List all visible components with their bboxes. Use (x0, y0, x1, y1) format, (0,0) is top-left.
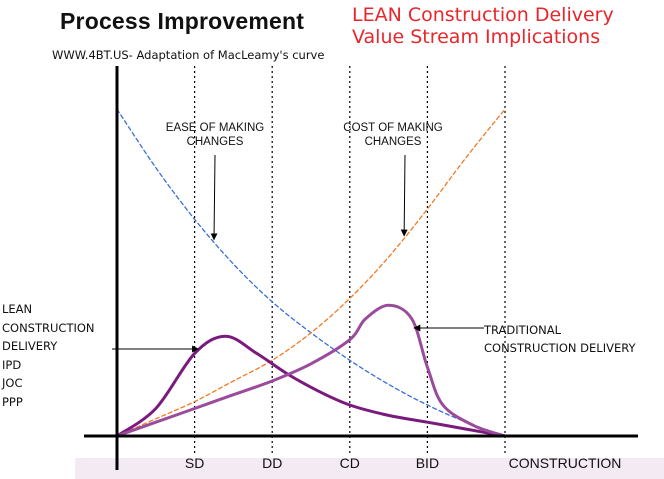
cost-curve (116, 108, 506, 437)
x-tick-label: SD (185, 455, 204, 471)
ease-label: EASE OF MAKING CHANGES (166, 122, 264, 148)
cost-arrow (400, 154, 408, 237)
x-tick-label: DD (262, 455, 282, 471)
lean-label-list: LEAN CONSTRUCTION DELIVERY IPD JOC PPP (2, 300, 95, 411)
red-heading-line1: LEAN Construction Delivery (352, 4, 614, 26)
lean-label-line: DELIVERY (2, 339, 58, 353)
bottom-band (75, 458, 664, 479)
x-tick-label: CD (340, 455, 360, 471)
red-heading-line2: Value Stream Implications (352, 26, 601, 48)
lean-label-line: CONSTRUCTION (2, 320, 95, 335)
lean-label-line: LEAN (2, 302, 33, 316)
lean-label-line: IPD (2, 357, 22, 372)
page-subtitle: WWW.4BT.US- Adaptation of MacLeamy's cur… (52, 48, 325, 62)
traditional-label-line: CONSTRUCTION DELIVERY (484, 341, 636, 355)
traditional-label-line: TRADITIONAL (484, 323, 562, 337)
traditional-curve (115, 303, 507, 438)
lean-curve (115, 334, 507, 438)
cost-label: COST OF MAKING CHANGES (343, 122, 443, 148)
lean-label-line: PPP (2, 394, 23, 409)
page-title: Process Improvement (60, 8, 305, 34)
ease-arrow (210, 154, 218, 241)
x-tick-label: BID (416, 455, 439, 471)
x-tick-label: CONSTRUCTION (509, 455, 622, 471)
traditional-label: TRADITIONAL CONSTRUCTION DELIVERY (484, 321, 636, 357)
lean-label-line: JOC (2, 376, 23, 390)
